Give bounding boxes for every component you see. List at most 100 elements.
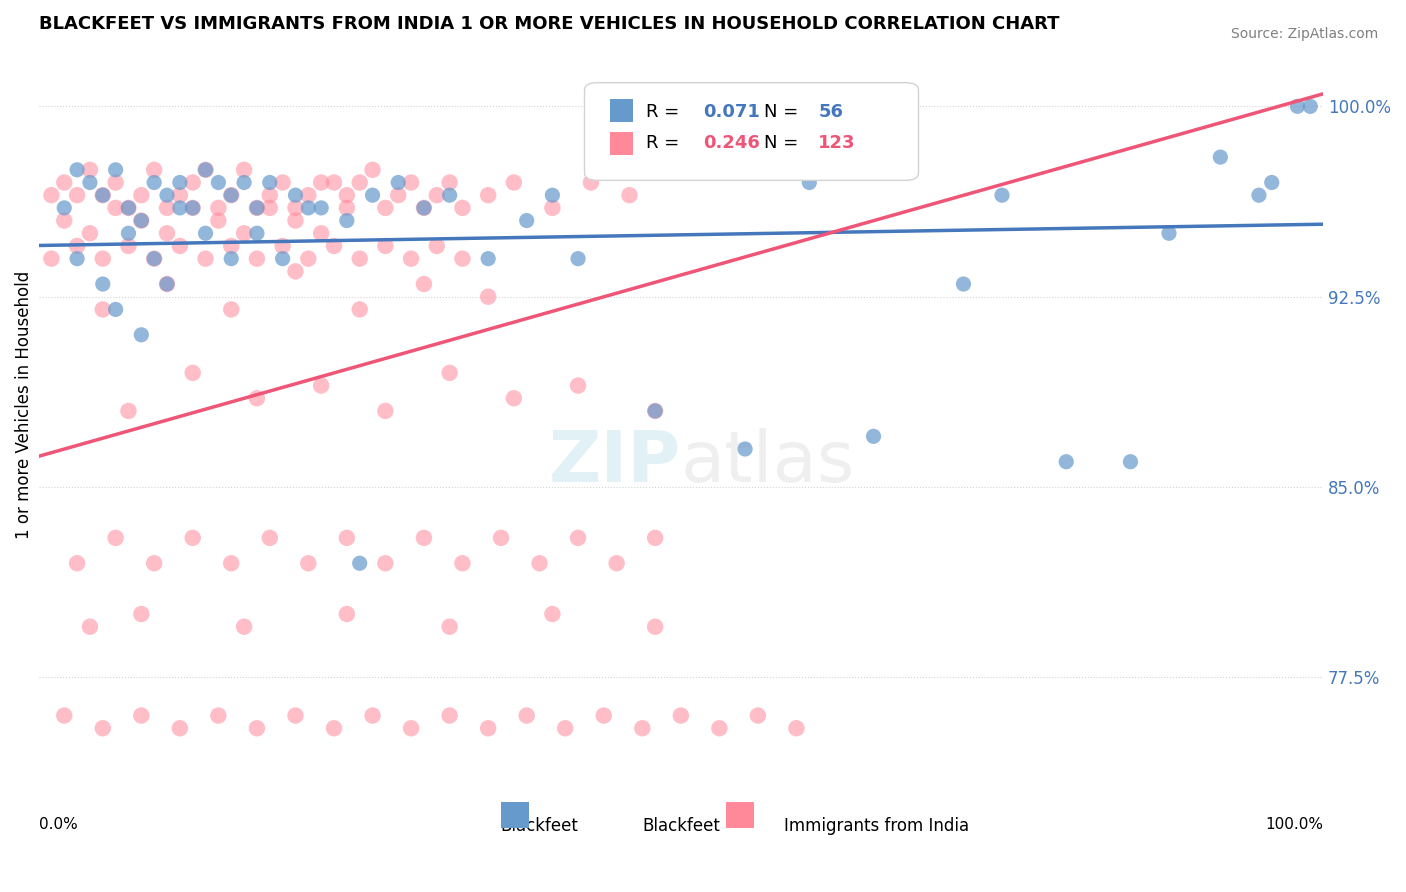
Point	[709, 721, 731, 735]
Point	[349, 302, 371, 317]
Point	[117, 239, 139, 253]
Point	[156, 188, 179, 202]
Point	[131, 708, 153, 723]
Point	[156, 201, 179, 215]
Point	[516, 708, 538, 723]
Point	[271, 176, 294, 190]
Point	[1157, 227, 1180, 241]
Point	[53, 708, 76, 723]
Point	[66, 188, 89, 202]
Text: 56: 56	[818, 103, 844, 120]
Text: Source: ZipAtlas.com: Source: ZipAtlas.com	[1230, 27, 1378, 41]
Point	[426, 239, 449, 253]
Point	[207, 201, 229, 215]
Point	[143, 252, 166, 266]
Point	[104, 162, 127, 177]
Point	[413, 201, 436, 215]
Point	[233, 162, 256, 177]
Point	[271, 239, 294, 253]
Point	[439, 620, 461, 634]
FancyBboxPatch shape	[501, 803, 529, 828]
Y-axis label: 1 or more Vehicles in Household: 1 or more Vehicles in Household	[15, 270, 32, 539]
Point	[284, 188, 307, 202]
Point	[374, 404, 396, 418]
Point	[413, 531, 436, 545]
Text: 0.071: 0.071	[703, 103, 759, 120]
Point	[387, 176, 409, 190]
Point	[592, 708, 614, 723]
Point	[259, 201, 281, 215]
Point	[156, 277, 179, 291]
Point	[399, 721, 422, 735]
Point	[734, 442, 756, 456]
Point	[349, 556, 371, 570]
Point	[181, 366, 204, 380]
Point	[297, 188, 319, 202]
Point	[1286, 99, 1309, 113]
Point	[246, 201, 269, 215]
Point	[579, 176, 602, 190]
Point	[79, 227, 101, 241]
Point	[233, 176, 256, 190]
Point	[181, 531, 204, 545]
Point	[246, 721, 269, 735]
Point	[567, 252, 589, 266]
Point	[336, 213, 359, 227]
Text: N =: N =	[765, 103, 804, 120]
Point	[66, 162, 89, 177]
Point	[991, 188, 1014, 202]
Point	[361, 188, 384, 202]
Point	[66, 239, 89, 253]
Point	[451, 556, 474, 570]
FancyBboxPatch shape	[585, 83, 918, 180]
Point	[387, 188, 409, 202]
Point	[91, 302, 114, 317]
Point	[336, 607, 359, 621]
Point	[169, 721, 191, 735]
Point	[117, 404, 139, 418]
Point	[169, 239, 191, 253]
Point	[259, 176, 281, 190]
Point	[541, 188, 564, 202]
Point	[952, 277, 974, 291]
Point	[41, 188, 63, 202]
Point	[374, 239, 396, 253]
Point	[233, 227, 256, 241]
Point	[374, 556, 396, 570]
Point	[53, 176, 76, 190]
Point	[219, 302, 242, 317]
Point	[297, 556, 319, 570]
Point	[53, 201, 76, 215]
Point	[451, 252, 474, 266]
Point	[117, 227, 139, 241]
Point	[131, 188, 153, 202]
Point	[143, 252, 166, 266]
Text: N =: N =	[765, 134, 804, 152]
Point	[374, 201, 396, 215]
Point	[91, 721, 114, 735]
Point	[502, 391, 524, 405]
Point	[181, 201, 204, 215]
Point	[361, 708, 384, 723]
Point	[785, 721, 807, 735]
Point	[156, 227, 179, 241]
Point	[131, 607, 153, 621]
Point	[413, 277, 436, 291]
Point	[1299, 99, 1322, 113]
Point	[336, 531, 359, 545]
Point	[541, 201, 564, 215]
Point	[91, 277, 114, 291]
Point	[156, 277, 179, 291]
Point	[631, 721, 654, 735]
Text: ZIP: ZIP	[548, 428, 681, 497]
Point	[181, 201, 204, 215]
Point	[323, 239, 346, 253]
Point	[516, 213, 538, 227]
Point	[1054, 455, 1077, 469]
Point	[541, 607, 564, 621]
Point	[477, 252, 499, 266]
Point	[477, 290, 499, 304]
Point	[41, 252, 63, 266]
Point	[619, 188, 641, 202]
Point	[1209, 150, 1232, 164]
